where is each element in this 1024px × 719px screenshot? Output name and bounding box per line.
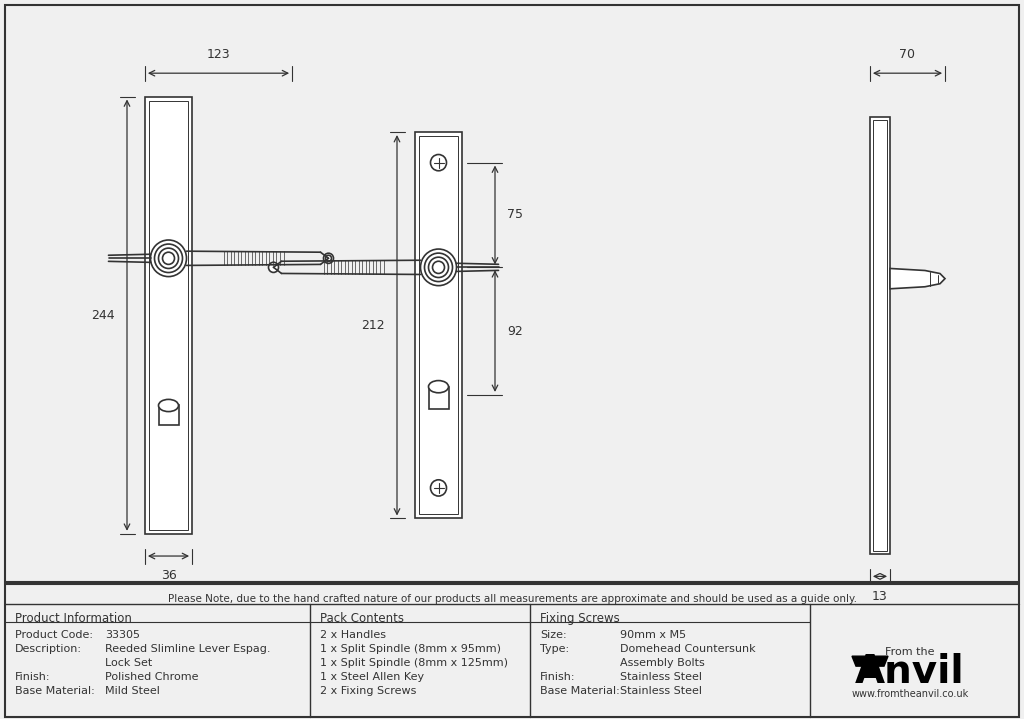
Text: From the: From the: [886, 647, 935, 657]
Text: 75: 75: [507, 209, 523, 221]
Text: Product Information: Product Information: [15, 613, 132, 626]
Circle shape: [155, 244, 182, 273]
Text: Type:: Type:: [540, 644, 569, 654]
Polygon shape: [852, 656, 888, 674]
Text: Fixing Screws: Fixing Screws: [540, 613, 620, 626]
Text: 1 x Split Spindle (8mm x 95mm): 1 x Split Spindle (8mm x 95mm): [319, 644, 501, 654]
Text: 212: 212: [361, 319, 385, 331]
Text: 36: 36: [161, 569, 176, 582]
Text: 2 x Handles: 2 x Handles: [319, 631, 386, 640]
Bar: [419, 136, 458, 514]
Circle shape: [428, 257, 449, 278]
Text: 33305: 33305: [105, 631, 140, 640]
Text: Domehead Countersunk: Domehead Countersunk: [620, 644, 756, 654]
Text: 70: 70: [899, 48, 915, 61]
Ellipse shape: [159, 399, 178, 411]
Text: Please Note, due to the hand crafted nature of our products all measurements are: Please Note, due to the hand crafted nat…: [168, 595, 856, 605]
Text: 1 x Split Spindle (8mm x 125mm): 1 x Split Spindle (8mm x 125mm): [319, 658, 508, 668]
Polygon shape: [890, 268, 945, 289]
Text: 1 x Steel Allen Key: 1 x Steel Allen Key: [319, 672, 424, 682]
Text: 90mm x M5: 90mm x M5: [620, 631, 686, 640]
Text: 123: 123: [207, 48, 230, 61]
Text: Reeded Slimline Lever Espag.: Reeded Slimline Lever Espag.: [105, 644, 270, 654]
Text: Assembly Bolts: Assembly Bolts: [620, 658, 705, 668]
Circle shape: [421, 249, 457, 285]
Bar: [428, 387, 449, 409]
Circle shape: [326, 255, 332, 261]
Circle shape: [430, 155, 446, 171]
Circle shape: [430, 480, 446, 496]
Text: 13: 13: [872, 590, 888, 603]
Circle shape: [432, 261, 444, 273]
Circle shape: [151, 240, 186, 277]
Bar: [870, 117, 890, 554]
Text: 92: 92: [507, 324, 522, 338]
Text: Finish:: Finish:: [15, 672, 50, 682]
Text: Size:: Size:: [540, 631, 566, 640]
Text: Description:: Description:: [15, 644, 82, 654]
Bar: [159, 406, 178, 425]
Text: Stainless Steel: Stainless Steel: [620, 672, 702, 682]
Text: Lock Set: Lock Set: [105, 658, 153, 668]
Circle shape: [425, 253, 453, 282]
Text: www.fromtheanvil.co.uk: www.fromtheanvil.co.uk: [851, 689, 969, 699]
Text: Stainless Steel: Stainless Steel: [620, 686, 702, 696]
Bar: [145, 96, 193, 533]
Text: Product Code:: Product Code:: [15, 631, 93, 640]
Text: Mild Steel: Mild Steel: [105, 686, 160, 696]
Ellipse shape: [428, 380, 449, 393]
Circle shape: [324, 253, 334, 263]
Circle shape: [163, 252, 174, 265]
Text: Pack Contents: Pack Contents: [319, 613, 404, 626]
Circle shape: [159, 248, 178, 268]
Text: Polished Chrome: Polished Chrome: [105, 672, 199, 682]
Bar: [873, 120, 887, 551]
Bar: [150, 101, 188, 530]
Text: Base Material:: Base Material:: [540, 686, 620, 696]
Text: 244: 244: [91, 308, 115, 321]
Text: 2 x Fixing Screws: 2 x Fixing Screws: [319, 686, 417, 696]
Bar: [415, 132, 462, 518]
Circle shape: [268, 262, 279, 273]
Text: Anvil: Anvil: [855, 653, 965, 691]
Text: Base Material:: Base Material:: [15, 686, 95, 696]
Text: Finish:: Finish:: [540, 672, 575, 682]
